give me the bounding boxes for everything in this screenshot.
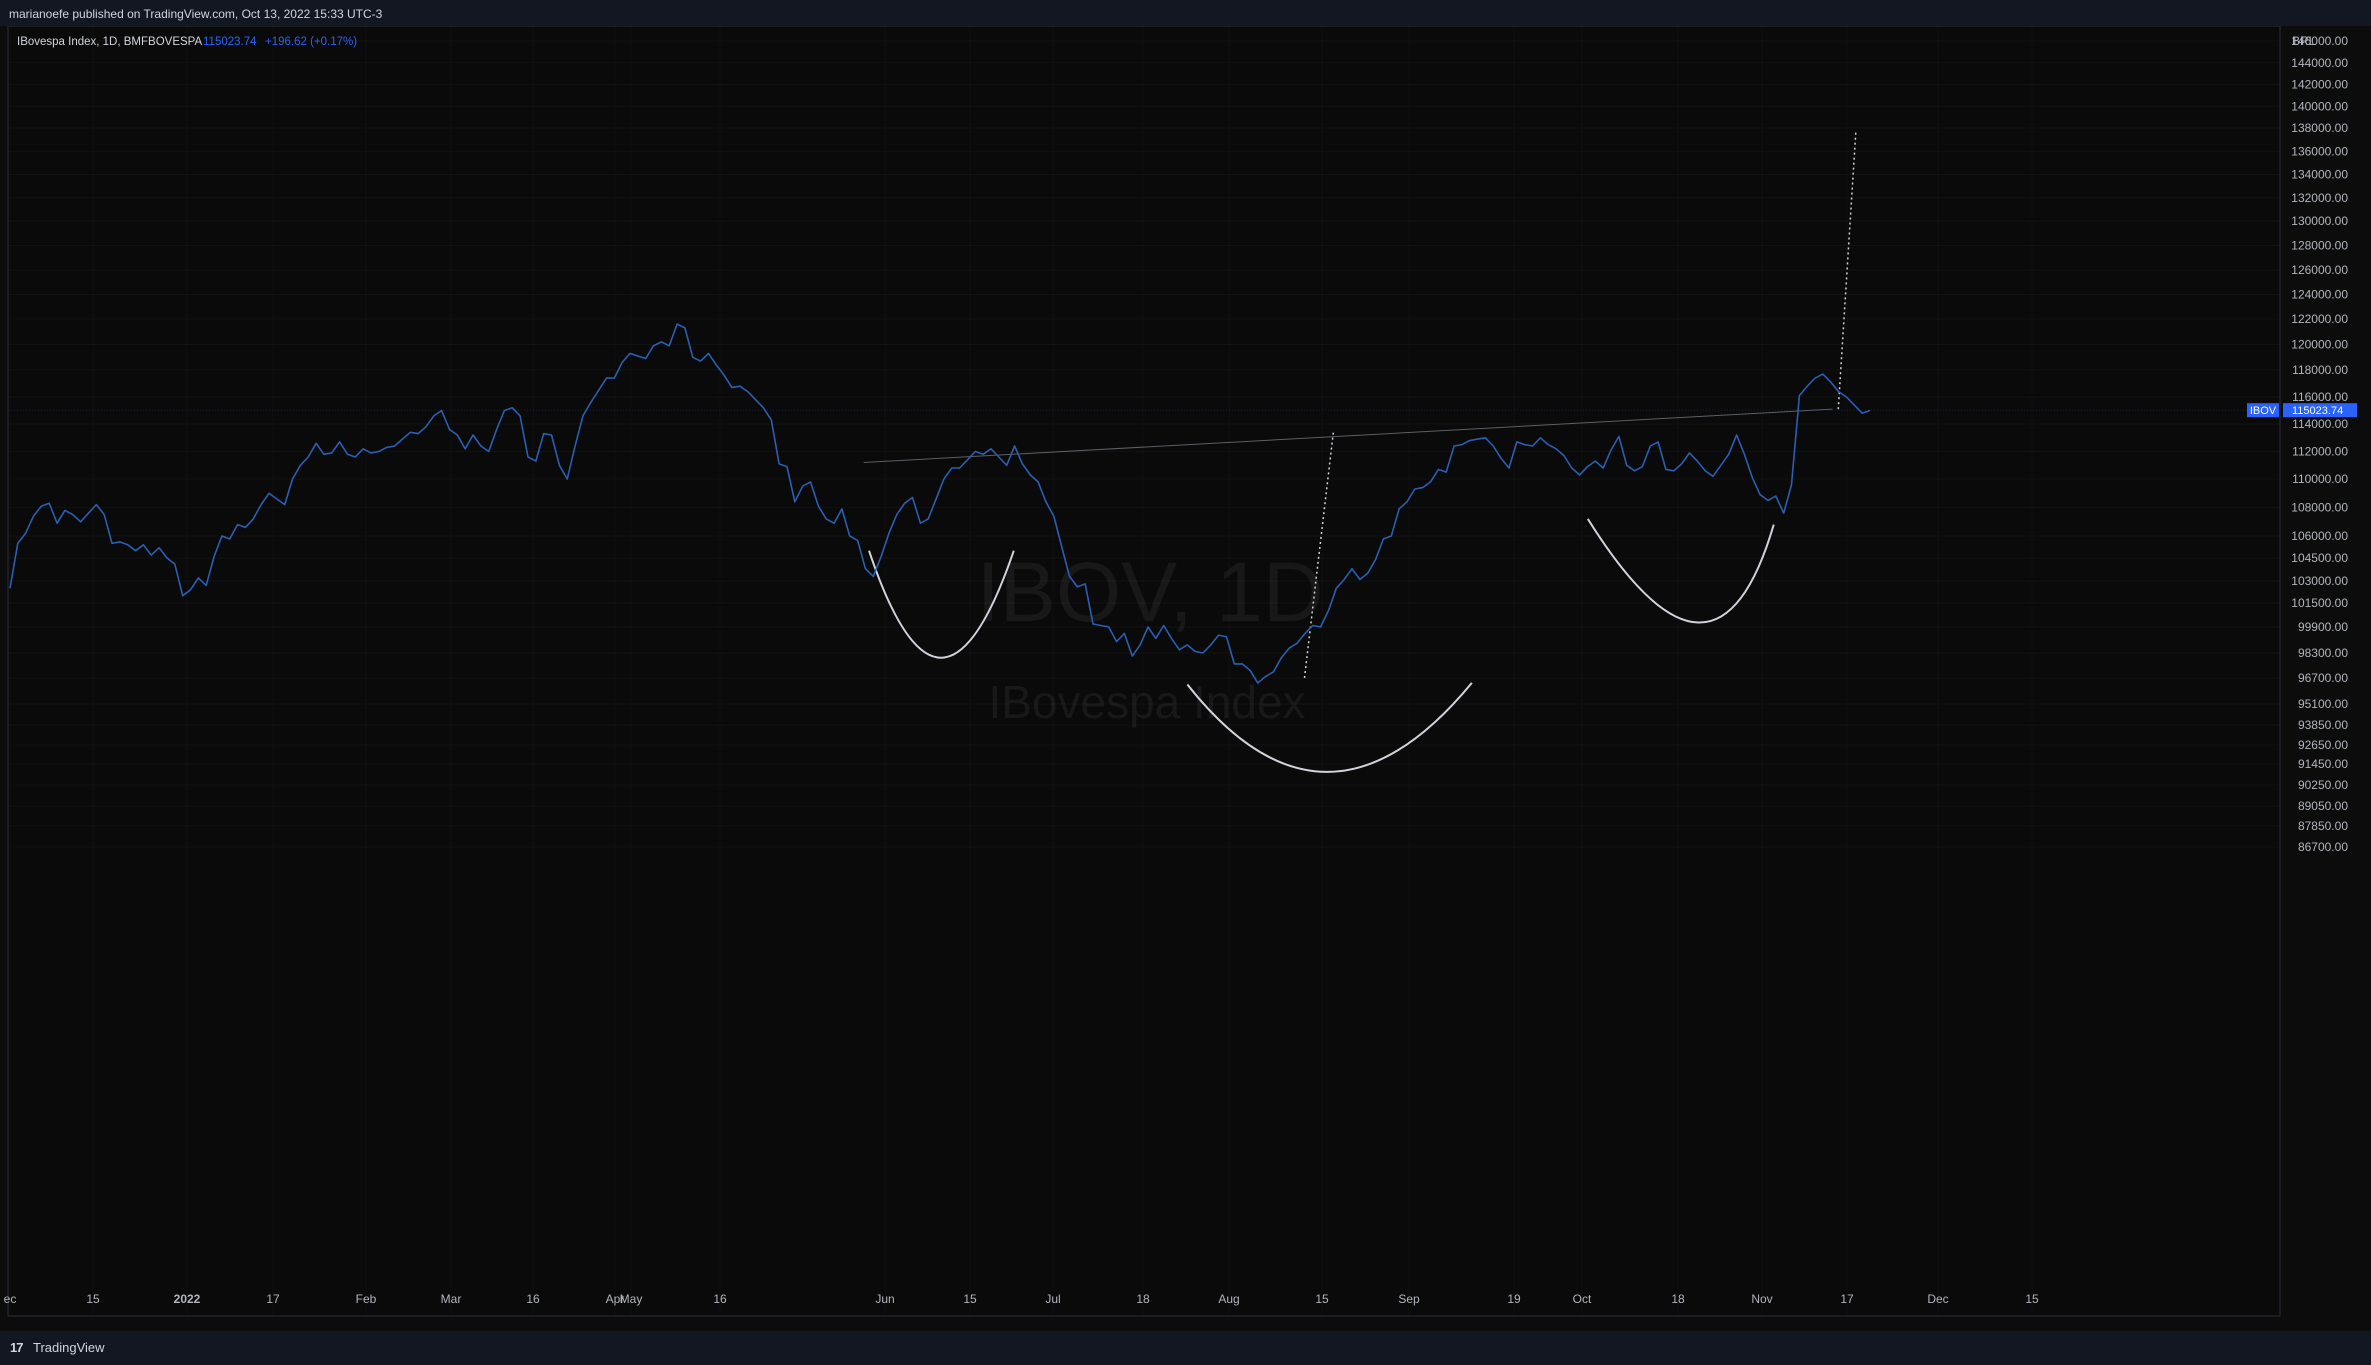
x-tick-label: ec xyxy=(4,1292,17,1306)
legend-symbol: IBovespa Index, 1D, BMFBOVESPA xyxy=(17,36,202,48)
brand-name: TradingView xyxy=(33,1340,105,1355)
x-tick-label: 15 xyxy=(963,1292,977,1306)
y-tick-label: 101500.00 xyxy=(2291,596,2348,610)
y-tick-label: 144000.00 xyxy=(2291,56,2348,70)
y-tick-label: 118000.00 xyxy=(2292,363,2348,377)
y-tick-label: 142000.00 xyxy=(2291,78,2348,92)
y-tick-label: 108000.00 xyxy=(2291,501,2348,515)
y-tick-label: 120000.00 xyxy=(2291,338,2348,352)
y-tick-label: 103000.00 xyxy=(2291,574,2348,588)
x-tick-label: Sep xyxy=(1398,1292,1420,1306)
currency-label: BRL xyxy=(2292,34,2316,48)
x-tick-label: Apr xyxy=(606,1292,625,1306)
y-tick-label: 128000.00 xyxy=(2291,239,2348,253)
x-tick-label: 15 xyxy=(2025,1292,2039,1306)
x-tick-label: Jun xyxy=(875,1292,894,1306)
y-tick-label: 93850.00 xyxy=(2298,718,2348,732)
y-tick-label: 116000.00 xyxy=(2292,390,2348,404)
x-tick-label: 18 xyxy=(1136,1292,1150,1306)
y-tick-label: 92650.00 xyxy=(2298,738,2348,752)
y-tick-label: 124000.00 xyxy=(2291,288,2348,302)
x-tick-label: Nov xyxy=(1751,1292,1772,1306)
y-tick-label: 98300.00 xyxy=(2298,646,2348,660)
x-tick-label: 2022 xyxy=(174,1292,201,1306)
x-tick-label: 16 xyxy=(526,1292,540,1306)
left-shoulder-arc[interactable] xyxy=(868,550,1015,659)
y-tick-label: 89050.00 xyxy=(2298,799,2348,813)
target-projection-line[interactable] xyxy=(1837,131,1857,410)
publish-text: marianoefe published on TradingView.com,… xyxy=(9,7,383,21)
x-tick-label: Mar xyxy=(441,1292,462,1306)
x-tick-label: Dec xyxy=(1927,1292,1948,1306)
head-arc[interactable] xyxy=(1186,682,1473,773)
drawing-layer[interactable] xyxy=(863,131,1857,773)
y-tick-label: 126000.00 xyxy=(2291,263,2348,277)
y-tick-label: 140000.00 xyxy=(2291,99,2348,113)
price-tag-value: 115023.74 xyxy=(2292,405,2343,417)
price-tag-symbol: IBOV xyxy=(2250,405,2277,417)
price-tag-symbol-bg xyxy=(2247,403,2279,418)
y-tick-label: 134000.00 xyxy=(2291,168,2348,182)
y-tick-label: 114000.00 xyxy=(2292,417,2348,431)
y-tick-label: 99900.00 xyxy=(2298,620,2348,634)
x-tick-label: Aug xyxy=(1218,1292,1239,1306)
price-axis[interactable]: 146000.00 144000.00 142000.00 140000.00 1380… xyxy=(2291,34,2348,854)
watermark-main: IBOV, 1D xyxy=(976,545,1323,639)
y-tick-label: 104500.00 xyxy=(2291,551,2348,565)
legend[interactable]: IBovespa Index, 1D, BMFBOVESPA 115023.74… xyxy=(17,36,357,48)
x-tick-label: 19 xyxy=(1507,1292,1521,1306)
x-tick-label: 18 xyxy=(1671,1292,1685,1306)
y-tick-label: 91450.00 xyxy=(2298,757,2348,771)
y-tick-label: 110000.00 xyxy=(2292,472,2348,486)
x-tick-label: Feb xyxy=(356,1292,377,1306)
head-height-line[interactable] xyxy=(1303,430,1335,679)
y-tick-label: 146000.00 xyxy=(2291,34,2348,48)
y-tick-label: 96700.00 xyxy=(2298,671,2348,685)
right-shoulder-arc[interactable] xyxy=(1586,518,1775,624)
x-tick-label: 17 xyxy=(266,1292,280,1306)
price-series-line xyxy=(9,323,1871,684)
x-tick-label: May xyxy=(620,1292,643,1306)
tradingview-logo-icon[interactable]: 17 xyxy=(10,1340,24,1355)
x-tick-label: 15 xyxy=(1315,1292,1329,1306)
x-tick-label: Oct xyxy=(1573,1292,1592,1306)
y-tick-label: 95100.00 xyxy=(2298,697,2348,711)
neckline-trendline[interactable] xyxy=(863,408,1833,463)
y-tick-label: 90250.00 xyxy=(2298,778,2348,792)
y-tick-label: 136000.00 xyxy=(2291,144,2348,158)
y-tick-label: 86700.00 xyxy=(2298,840,2348,854)
publish-header: marianoefe published on TradingView.com,… xyxy=(0,0,2371,26)
price-tag-value-bg xyxy=(2283,403,2357,418)
y-tick-label: 132000.00 xyxy=(2291,191,2348,205)
x-tick-label: 17 xyxy=(1840,1292,1854,1306)
y-tick-label: 138000.00 xyxy=(2291,121,2348,135)
legend-change: +196.62 (+0.17%) xyxy=(265,36,357,48)
x-tick-label: Jul xyxy=(1045,1292,1060,1306)
watermark-sub: IBovespa Index xyxy=(988,676,1305,728)
price-chart[interactable]: IBOV, 1D IBovespa Index 146000.00 144000.… xyxy=(0,26,2371,1331)
x-tick-label: 15 xyxy=(86,1292,100,1306)
price-tag: IBOV 115023.74 xyxy=(2247,403,2357,418)
y-tick-label: 130000.00 xyxy=(2291,214,2348,228)
brand-footer: 17 TradingView xyxy=(0,1331,2371,1365)
y-tick-label: 106000.00 xyxy=(2291,529,2348,543)
y-tick-label: 87850.00 xyxy=(2298,819,2348,833)
x-tick-label: 16 xyxy=(713,1292,727,1306)
y-tick-label: 122000.00 xyxy=(2291,312,2348,326)
legend-last-value: 115023.74 xyxy=(203,36,257,48)
y-tick-label: 112000.00 xyxy=(2292,445,2348,459)
chart-pane xyxy=(7,26,2281,1317)
